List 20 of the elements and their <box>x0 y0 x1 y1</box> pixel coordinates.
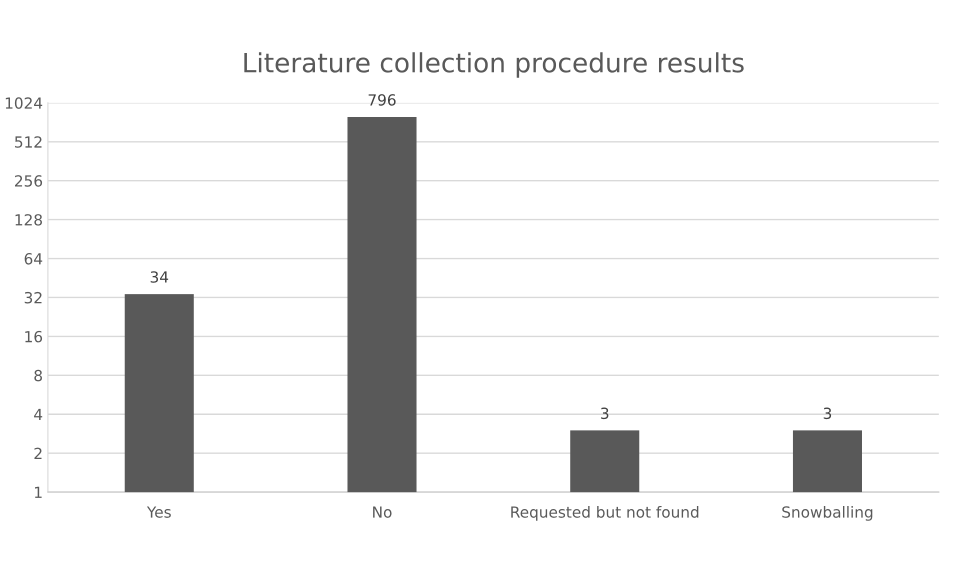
x-tick-label: No <box>373 506 392 518</box>
y-tick-label: 128 <box>16 214 42 226</box>
x-tick-label: Requested but not found <box>511 506 698 521</box>
chart-title: Literature collection procedure results <box>244 52 744 78</box>
y-tick-label: 32 <box>24 292 42 304</box>
y-tick-label: 64 <box>24 253 42 265</box>
y-tick-label: 4 <box>34 408 42 420</box>
data-label: 796 <box>368 94 396 106</box>
y-tick-label: 512 <box>15 136 42 148</box>
y-tick-label: 256 <box>14 175 42 187</box>
x-tick-label: Snowballing <box>782 506 872 521</box>
y-tick-label: 16 <box>25 330 42 342</box>
data-label: 3 <box>824 408 832 420</box>
x-tick-label: Yes <box>146 506 171 518</box>
y-tick-label: 1024 <box>6 97 42 109</box>
y-tick-label: 8 <box>34 370 42 382</box>
data-label: 3 <box>601 408 608 420</box>
data-label: 34 <box>150 271 168 283</box>
y-tick-label: 1 <box>34 486 42 498</box>
y-tick-label: 2 <box>34 448 42 459</box>
